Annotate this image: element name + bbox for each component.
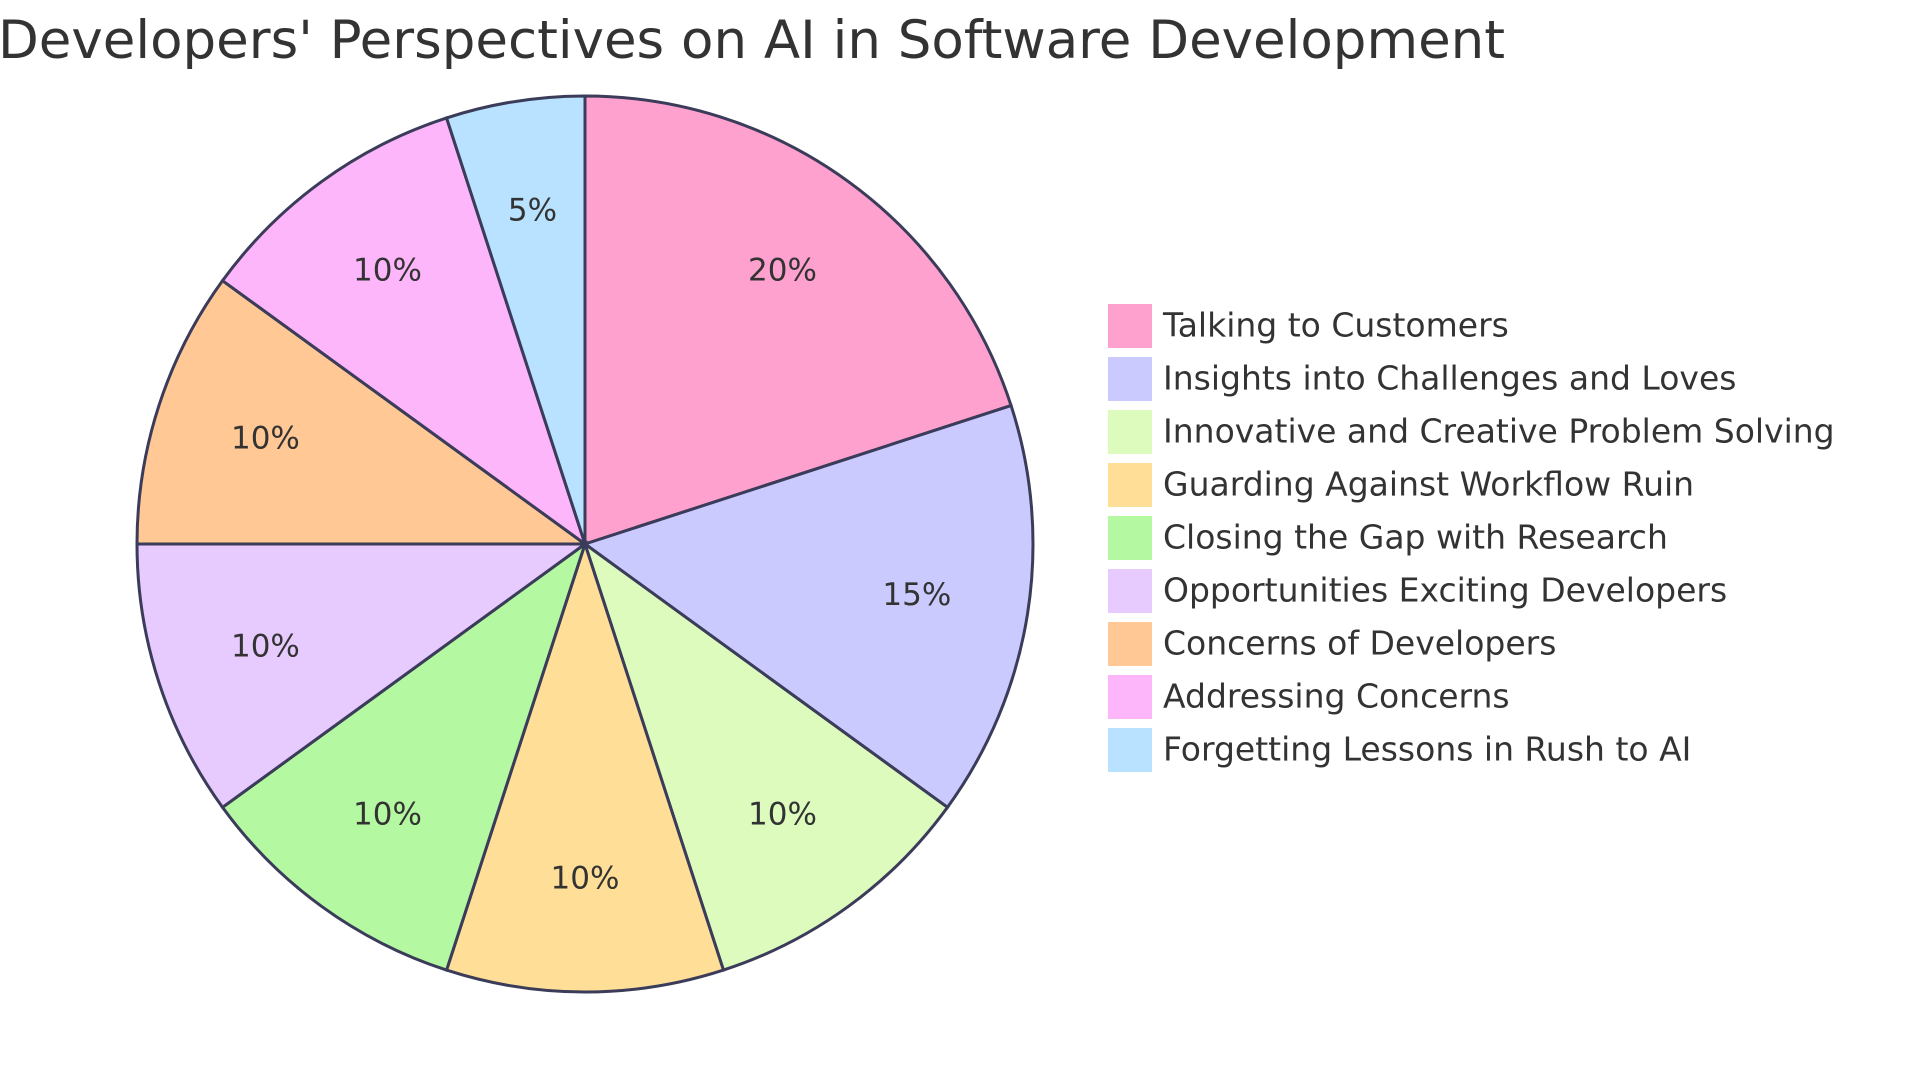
slice-value-label: 20% <box>748 253 817 289</box>
legend-item-label: Addressing Concerns <box>1163 677 1510 716</box>
legend-swatch <box>1108 728 1152 772</box>
pie-slice-3 <box>444 539 726 994</box>
legend-item-label: Innovative and Creative Problem Solving <box>1163 412 1835 451</box>
legend-swatch <box>1108 569 1152 613</box>
legend-swatch <box>1108 463 1152 507</box>
pie-slice-1 <box>581 403 1035 810</box>
legend-item-label: Talking to Customers <box>1162 306 1509 345</box>
pie-slice-5 <box>135 542 590 810</box>
legend-swatch <box>1108 304 1152 348</box>
pie-slice-2 <box>582 540 950 972</box>
pie-slice-4 <box>220 540 588 972</box>
slice-value-label: 10% <box>748 796 817 832</box>
slice-value-label: 10% <box>353 253 422 289</box>
legend-item-label: Guarding Against Workflow Ruin <box>1163 465 1694 504</box>
legend-item-label: Concerns of Developers <box>1163 624 1556 663</box>
pie-slices <box>135 94 1035 994</box>
legend-item-label: Forgetting Lessons in Rush to AI <box>1163 730 1691 769</box>
slice-value-label: 10% <box>231 628 300 664</box>
legend-swatch <box>1108 410 1152 454</box>
slice-value-label: 10% <box>353 796 422 832</box>
legend-item-label: Insights into Challenges and Loves <box>1163 359 1736 398</box>
legend-swatch <box>1108 622 1152 666</box>
slice-value-label: 15% <box>882 577 951 613</box>
pie-slice-8 <box>444 94 587 545</box>
legend-swatch <box>1108 675 1152 719</box>
legend-item-label: Opportunities Exciting Developers <box>1163 571 1727 610</box>
legend-swatch <box>1108 357 1152 401</box>
slice-value-label: 10% <box>551 861 620 897</box>
pie-slice-labels: 20% 15% 10% 10% 10% 10% 10% 10% 5% <box>231 193 951 897</box>
legend-item-label: Closing the Gap with Research <box>1163 518 1668 557</box>
pie-slice-6 <box>135 278 590 546</box>
slice-value-label: 10% <box>231 421 300 457</box>
pie-slice-0 <box>583 94 1013 547</box>
legend-swatch <box>1108 516 1152 560</box>
pie-slice-7 <box>220 116 588 548</box>
chart-legend: Talking to Customers Insights into Challe… <box>1108 304 1835 772</box>
slice-value-label: 5% <box>508 193 557 229</box>
chart-title: Developers' Perspectives on AI in Softwa… <box>0 10 1505 71</box>
